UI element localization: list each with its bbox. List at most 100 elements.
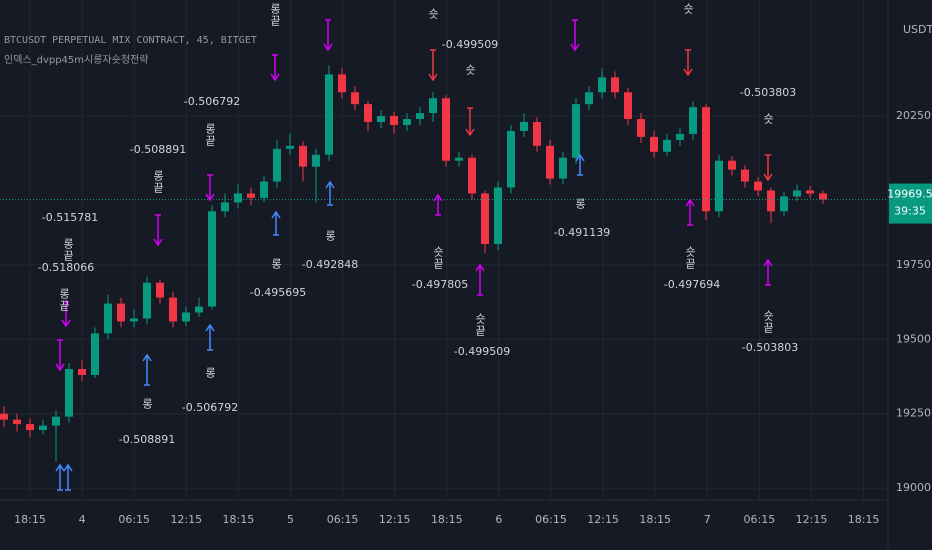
candle-body: [429, 98, 437, 114]
candle-body: [182, 312, 190, 322]
candle-body: [247, 193, 255, 198]
signal-arrow-head: [55, 363, 65, 372]
signal-label: 롱끝: [269, 3, 282, 27]
candle-body: [637, 119, 645, 137]
candle-body: [728, 160, 736, 170]
signal-label: -0.503803: [740, 86, 796, 99]
grid: [0, 0, 888, 500]
candle-body: [13, 419, 21, 425]
x-tick-label: 06:15: [118, 513, 150, 526]
x-tick-label: 12:15: [170, 513, 202, 526]
signal-label: -0.508891: [119, 433, 175, 446]
candle-body: [494, 187, 502, 245]
x-tick-label: 18:15: [431, 513, 463, 526]
signal-arrow-head: [465, 128, 475, 137]
signal-label: 숏: [762, 113, 775, 125]
candle-body: [520, 122, 528, 131]
candle-body: [403, 119, 411, 125]
candle-body: [130, 318, 138, 322]
candle-body: [754, 181, 762, 191]
signal-label: -0.508891: [130, 143, 186, 156]
signal-label: 롱끝: [204, 123, 217, 147]
candle-body: [78, 369, 86, 375]
y-tick-label: 19750.0: [896, 258, 932, 271]
signal-arrow-head: [683, 68, 693, 77]
candle-body: [325, 74, 333, 155]
candle-body: [533, 122, 541, 146]
signal-label: -0.518066: [38, 261, 94, 274]
candle-body: [793, 190, 801, 197]
signal-label: 숏: [427, 8, 440, 20]
signal-label: 숏끝: [474, 313, 487, 337]
candle-body: [117, 303, 125, 322]
candle-body: [65, 369, 73, 417]
candle-body: [273, 148, 281, 182]
candle-body: [611, 77, 619, 93]
signal-label: 롱: [574, 198, 587, 210]
signal-label: -0.497805: [412, 278, 468, 291]
signal-label: -0.495695: [250, 286, 306, 299]
candle-body: [663, 139, 671, 152]
x-tick-label: 12:15: [587, 513, 619, 526]
candle-body: [741, 169, 749, 182]
candle-body: [312, 154, 320, 167]
signal-arrow-head: [763, 258, 773, 267]
signal-label: 숏끝: [762, 310, 775, 334]
x-tick-label: 4: [79, 513, 86, 526]
candle-body: [572, 104, 580, 158]
signal-label: 롱: [270, 258, 283, 270]
candle-body: [455, 157, 463, 161]
candle-body: [390, 116, 398, 125]
signal-label: -0.499509: [454, 345, 510, 358]
signal-arrow-head: [63, 463, 73, 472]
candle-body: [546, 145, 554, 179]
signal-arrow-head: [575, 153, 585, 162]
chart-title: BTCUSDT PERPETUAL MIX CONTRACT, 45, BITG…: [4, 35, 257, 46]
candle-body: [39, 425, 47, 431]
candle-body: [286, 145, 294, 149]
current-price-label: 19969.5: [887, 188, 932, 201]
candle-body: [676, 133, 684, 140]
candle-body: [91, 333, 99, 375]
x-tick-label: 06:15: [535, 513, 567, 526]
y-tick-label: 19000.0: [896, 481, 932, 494]
y-tick-label: 20250.0: [896, 109, 932, 122]
candle-body: [143, 282, 151, 319]
y-axis-label: USDT: [903, 23, 932, 36]
candle-body: [221, 202, 229, 212]
signal-arrow-head: [153, 238, 163, 247]
candle-body: [507, 130, 515, 188]
y-tick-label: 19250.0: [896, 407, 932, 420]
candle-body: [416, 113, 424, 120]
candle-body: [442, 98, 450, 161]
candle-body: [364, 104, 372, 123]
candle-body: [819, 193, 827, 200]
x-tick-label: 18:15: [14, 513, 46, 526]
signal-label: -0.515781: [42, 211, 98, 224]
candle-body: [260, 181, 268, 198]
candle-body: [585, 92, 593, 105]
candle-body: [468, 157, 476, 194]
x-tick-label: 18:15: [223, 513, 255, 526]
signal-label: -0.497694: [664, 278, 720, 291]
candle-body: [715, 160, 723, 212]
signal-arrow-head: [428, 73, 438, 82]
signal-arrow-head: [763, 173, 773, 182]
candle-body: [338, 74, 346, 93]
signal-arrow-head: [685, 198, 695, 207]
x-tick-label: 18:15: [848, 513, 880, 526]
candle-body: [689, 107, 697, 134]
countdown-label: 39:35: [894, 205, 926, 218]
signal-arrow-head: [475, 263, 485, 272]
candle-body: [806, 190, 814, 194]
signal-label: 롱: [141, 398, 154, 410]
x-tick-label: 6: [495, 513, 502, 526]
candle-body: [0, 413, 8, 420]
current-price-box: [889, 183, 932, 224]
signal-label: 롱끝: [152, 170, 165, 194]
signal-label: 롱끝: [62, 238, 75, 262]
candle-body: [767, 190, 775, 212]
y-tick-label: 19500.0: [896, 332, 932, 345]
